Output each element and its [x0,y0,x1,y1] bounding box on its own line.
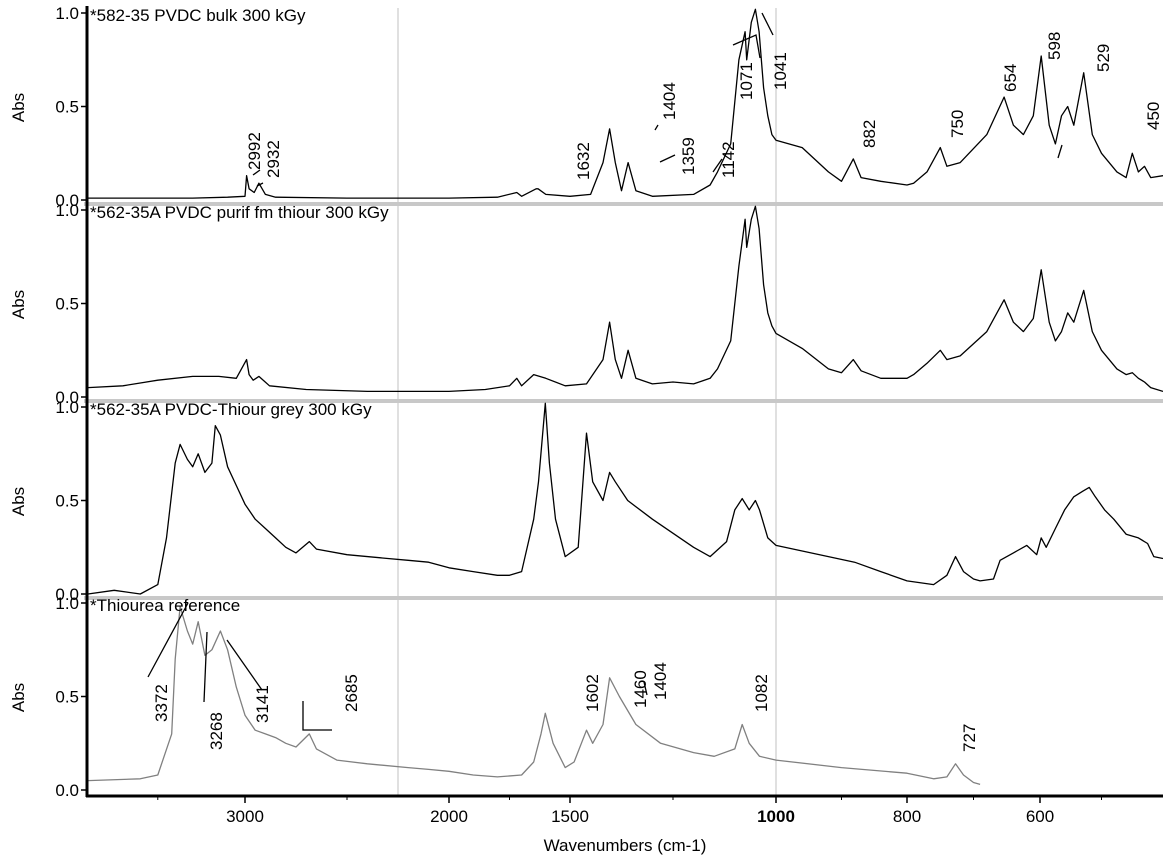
peak-leader-line [643,681,648,696]
peak-leader-line [147,602,189,678]
y-tick-label: 1.0 [55,594,79,613]
peak-label: 1404 [660,82,679,120]
panel-title: *Thiourea reference [90,596,240,615]
peak-leader-line [654,124,659,131]
peak-label: 1071 [737,62,756,100]
peak-label: 882 [860,120,879,148]
peak-label: 3268 [207,712,226,750]
peak-leader-line [1057,144,1063,159]
peak-leader-line [302,701,332,731]
peak-label: 529 [1094,44,1113,72]
y-tick-label: 0.5 [55,688,79,707]
peak-label: 2685 [342,674,361,712]
peak-label: 598 [1045,32,1064,60]
peak-label: 3141 [253,685,272,723]
peak-label: 1041 [771,52,790,90]
peak-label: 1359 [679,137,698,175]
x-tick-label: 1500 [551,807,589,826]
peak-label: 2932 [264,140,283,178]
peak-leader-line [252,169,261,176]
spectrum-line [88,8,1163,199]
y-axis-label: Abs [9,487,28,516]
x-tick-label: 1000 [757,807,795,826]
x-tick-label: 800 [893,807,921,826]
peak-label: 3372 [152,684,171,722]
y-tick-label: 0.5 [55,98,79,117]
panel-title: *562-35A PVDC-Thiour grey 300 kGy [90,400,372,419]
peak-label: 1460 [631,670,650,708]
x-tick-label: 2000 [430,807,468,826]
y-axis-label: Abs [9,93,28,122]
peak-label: 727 [960,724,979,752]
peak-leader-line [226,639,263,691]
x-axis-label: Wavenumbers (cm-1) [544,836,707,855]
peak-label: 1142 [719,141,738,178]
peak-label: 2992 [245,132,264,170]
peak-leader-line [256,182,264,187]
x-tick-label: 600 [1026,807,1054,826]
spectrum-line [87,402,1163,595]
peak-label: 450 [1144,102,1163,130]
peak-label: 1602 [583,674,602,712]
x-tick-label: 3000 [226,807,264,826]
panel-title: *562-35A PVDC purif fm thiour 300 kGy [90,203,389,222]
y-tick-label: 0.5 [55,295,79,314]
y-tick-label: 0.0 [55,781,79,800]
y-tick-label: 0.5 [55,492,79,511]
peak-label: 1082 [752,674,771,712]
y-tick-label: 0.0 [55,388,79,407]
peak-label: 750 [948,110,967,138]
peak-leader-line [761,12,774,36]
y-tick-label: 0.0 [55,191,79,210]
peak-label: 1632 [574,142,593,180]
peak-label: 1404 [651,662,670,700]
peak-leader-line [203,631,208,703]
y-tick-label: 1.0 [55,201,79,220]
y-tick-label: 1.0 [55,398,79,417]
panel-divider [84,399,1163,403]
peak-label: 654 [1001,64,1020,92]
y-tick-label: 0.0 [55,585,79,604]
peak-leader-line [732,34,761,59]
y-axis-label: Abs [9,290,28,319]
panel-divider [84,596,1163,600]
panel-title: *582-35 PVDC bulk 300 kGy [90,6,306,25]
spectrum-line [87,205,1163,393]
y-tick-label: 1.0 [55,4,79,23]
peak-leader-line [659,154,676,163]
spectrum-line [87,606,981,786]
peak-leader-line [712,158,723,173]
y-axis-label: Abs [9,683,28,712]
panel-divider [84,202,1163,206]
